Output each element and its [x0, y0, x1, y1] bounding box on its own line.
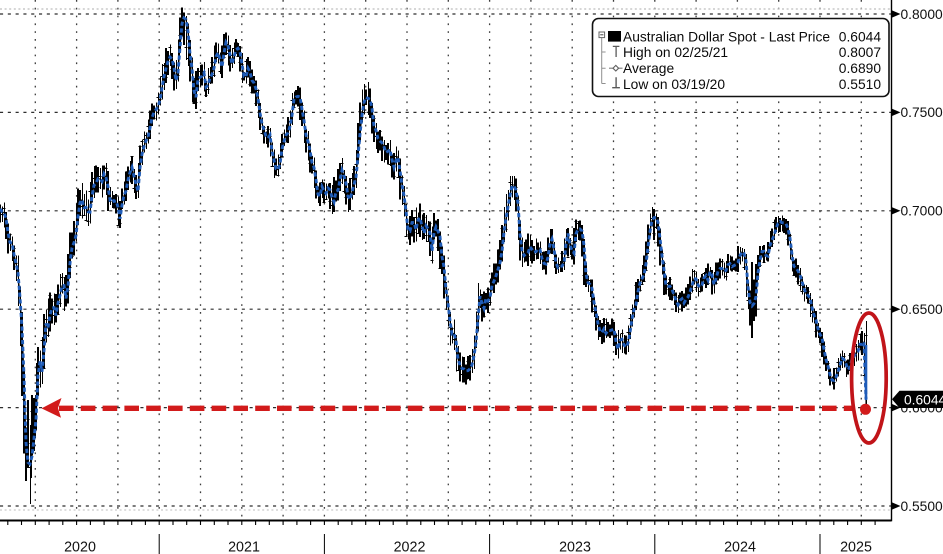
svg-text:0.5500: 0.5500	[901, 499, 943, 514]
svg-text:0.6044: 0.6044	[904, 392, 943, 407]
svg-text:Australian Dollar Spot - Last: Australian Dollar Spot - Last Price	[623, 29, 830, 44]
svg-text:0.6500: 0.6500	[901, 302, 943, 317]
svg-text:0.6044: 0.6044	[839, 29, 882, 44]
svg-text:0.5510: 0.5510	[839, 77, 882, 92]
svg-text:2025: 2025	[840, 540, 872, 554]
svg-text:0.8007: 0.8007	[839, 45, 881, 60]
svg-text:0.7500: 0.7500	[901, 105, 943, 120]
svg-text:2023: 2023	[559, 540, 591, 554]
svg-text:2024: 2024	[724, 540, 756, 554]
svg-text:0.7000: 0.7000	[901, 204, 943, 219]
svg-text:Average: Average	[623, 61, 674, 76]
svg-text:2020: 2020	[64, 540, 96, 554]
svg-text:2021: 2021	[228, 540, 260, 554]
svg-text:High on 02/25/21: High on 02/25/21	[623, 45, 728, 60]
svg-text:0.6890: 0.6890	[839, 61, 882, 76]
svg-text:Low on 03/19/20: Low on 03/19/20	[623, 77, 725, 92]
svg-text:2022: 2022	[394, 540, 426, 554]
svg-text:0.8000: 0.8000	[901, 7, 943, 22]
